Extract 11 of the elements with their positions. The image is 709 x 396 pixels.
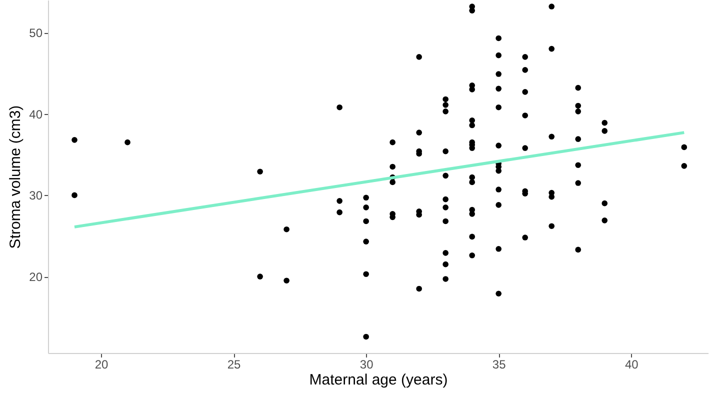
x-tick-label: 40: [624, 358, 639, 372]
x-axis-title: Maternal age (years): [309, 372, 448, 388]
y-tick-label: 30: [29, 188, 43, 203]
y-tick-label: 20: [29, 270, 43, 284]
x-tick-label: 20: [94, 358, 109, 372]
x-tick-label: 30: [360, 358, 374, 372]
x-tick-label: 35: [492, 358, 506, 372]
x-tick-label: 25: [227, 358, 242, 372]
y-tick-label: 40: [29, 107, 43, 122]
y-axis-title: Stroma volume (cm3): [7, 105, 24, 249]
y-tick-label: 50: [29, 26, 43, 40]
